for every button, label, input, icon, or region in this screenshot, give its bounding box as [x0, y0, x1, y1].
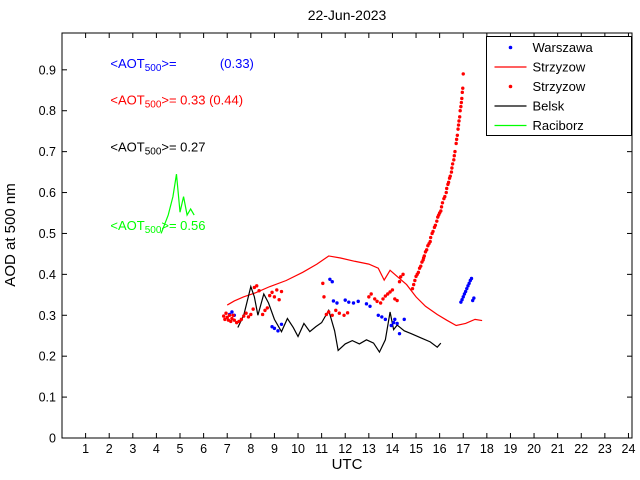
chart-title: 22-Jun-2023 [308, 7, 387, 23]
x-tick-label: 7 [224, 442, 231, 456]
x-tick-label: 23 [598, 442, 612, 456]
axis-ticks: 1 2 3 4 5 6 7 8 9 10 11 12 13 14 15 16 17 18 19 20 21 22 23 240… [39, 33, 636, 456]
y-tick-label: 0.8 [39, 104, 56, 118]
y-axis-label: AOD at 500 nm [2, 183, 19, 286]
y-tick-label: 0.9 [39, 63, 56, 77]
y-tick-label: 0.5 [39, 227, 56, 241]
annotation-raciborz-mean: <AOT500>= 0.56 [110, 218, 205, 236]
y-tick-label: 0.1 [39, 391, 56, 405]
annotation-belsk-mean: <AOT500>= 0.27 [110, 140, 205, 158]
y-tick-label: 0.2 [39, 350, 56, 364]
x-tick-label: 15 [409, 442, 423, 456]
x-tick-label: 18 [480, 442, 494, 456]
legend-marker-sample [508, 84, 513, 89]
x-tick-label: 13 [362, 442, 376, 456]
series-strzyzow-line [226, 255, 483, 327]
x-tick-label: 6 [200, 442, 207, 456]
x-tick-label: 16 [433, 442, 447, 456]
legend-label: Warszawa [533, 40, 594, 55]
legend: Warszawa Strzyzow Strzyzow Belsk Raciborz [486, 36, 632, 136]
chart-generated-content: 1 2 3 4 5 6 7 8 9 10 11 12 13 14 15 16 17 18 19 20 21 22 23 240… [39, 32, 636, 456]
x-tick-label: 17 [456, 442, 470, 456]
x-tick-label: 2 [106, 442, 113, 456]
x-tick-label: 22 [574, 442, 588, 456]
annotation-strzyzow-mean: <AOT500>= 0.33 (0.44) [110, 93, 243, 111]
series-strzyzow-scatter [221, 72, 465, 325]
x-tick-label: 1 [82, 442, 89, 456]
x-tick-label: 12 [338, 442, 352, 456]
x-tick-label: 19 [503, 442, 517, 456]
x-tick-label: 14 [385, 442, 399, 456]
x-tick-label: 20 [527, 442, 541, 456]
y-tick-label: 0.7 [39, 145, 56, 159]
x-tick-label: 3 [129, 442, 136, 456]
x-tick-label: 8 [247, 442, 254, 456]
x-tick-label: 5 [177, 442, 184, 456]
x-axis-label: UTC [332, 456, 363, 473]
y-tick-label: 0.6 [39, 186, 56, 200]
x-tick-label: 24 [622, 442, 636, 456]
legend-label: Strzyzow [533, 60, 586, 75]
legend-label: Belsk [533, 99, 565, 114]
x-tick-label: 9 [271, 442, 278, 456]
y-tick-label: 0 [49, 432, 56, 446]
y-tick-label: 0.3 [39, 309, 56, 323]
legend-marker-sample [508, 45, 513, 50]
series-raciborz-line [160, 174, 195, 234]
series-belsk-line [237, 284, 442, 354]
y-tick-label: 0.4 [39, 268, 56, 282]
legend-label: Strzyzow [533, 79, 586, 94]
x-tick-label: 21 [551, 442, 565, 456]
x-tick-label: 4 [153, 442, 160, 456]
annotation-warszawa-mean: <AOT500>= (0.33) [110, 56, 254, 74]
x-tick-label: 11 [315, 442, 328, 456]
x-tick-label: 10 [291, 442, 305, 456]
legend-label: Raciborz [533, 118, 584, 133]
